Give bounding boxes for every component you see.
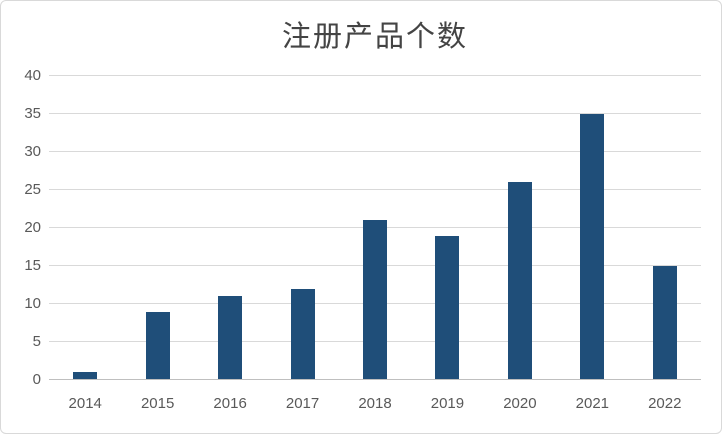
y-tick-label-20: 20 bbox=[24, 219, 41, 236]
plot-area bbox=[49, 75, 701, 380]
bar-2015[interactable] bbox=[145, 311, 170, 380]
x-tick-label-2014: 2014 bbox=[68, 395, 102, 412]
x-tick-label-2016: 2016 bbox=[213, 395, 247, 412]
x-tick-label-2020: 2020 bbox=[503, 395, 537, 412]
y-tick-label-15: 15 bbox=[24, 257, 41, 274]
y-tick-label-0: 0 bbox=[32, 371, 41, 388]
bar-2020[interactable] bbox=[507, 182, 532, 380]
gridline-40 bbox=[49, 75, 701, 76]
bar-2017[interactable] bbox=[290, 288, 315, 380]
gridline-30 bbox=[49, 151, 701, 152]
x-tick-label-2022: 2022 bbox=[648, 395, 682, 412]
bar-2018[interactable] bbox=[363, 220, 387, 380]
x-tick-label-2021: 2021 bbox=[575, 395, 610, 412]
bar-2016[interactable] bbox=[218, 296, 243, 380]
bar-2022[interactable] bbox=[652, 266, 677, 380]
gridline-35 bbox=[49, 113, 701, 114]
chart-title: 注册产品个数 bbox=[281, 19, 468, 53]
x-tick-label-2015: 2015 bbox=[140, 395, 175, 412]
y-tick-label-35: 35 bbox=[24, 105, 41, 122]
y-tick-label-25: 25 bbox=[24, 181, 41, 198]
y-tick-label-30: 30 bbox=[24, 143, 41, 160]
bar-2019[interactable] bbox=[435, 235, 460, 380]
bar-2021[interactable] bbox=[580, 114, 605, 380]
x-tick-label-2018: 2018 bbox=[358, 395, 392, 412]
x-tick-label-2017: 2017 bbox=[285, 395, 320, 412]
y-tick-label-40: 40 bbox=[24, 67, 41, 84]
x-tick-label-2019: 2019 bbox=[430, 395, 465, 412]
y-tick-label-10: 10 bbox=[24, 295, 41, 312]
y-tick-label-5: 5 bbox=[32, 333, 41, 350]
gridline-25 bbox=[49, 189, 701, 190]
x-axis-line bbox=[49, 379, 701, 380]
bar-2014[interactable] bbox=[73, 372, 98, 380]
